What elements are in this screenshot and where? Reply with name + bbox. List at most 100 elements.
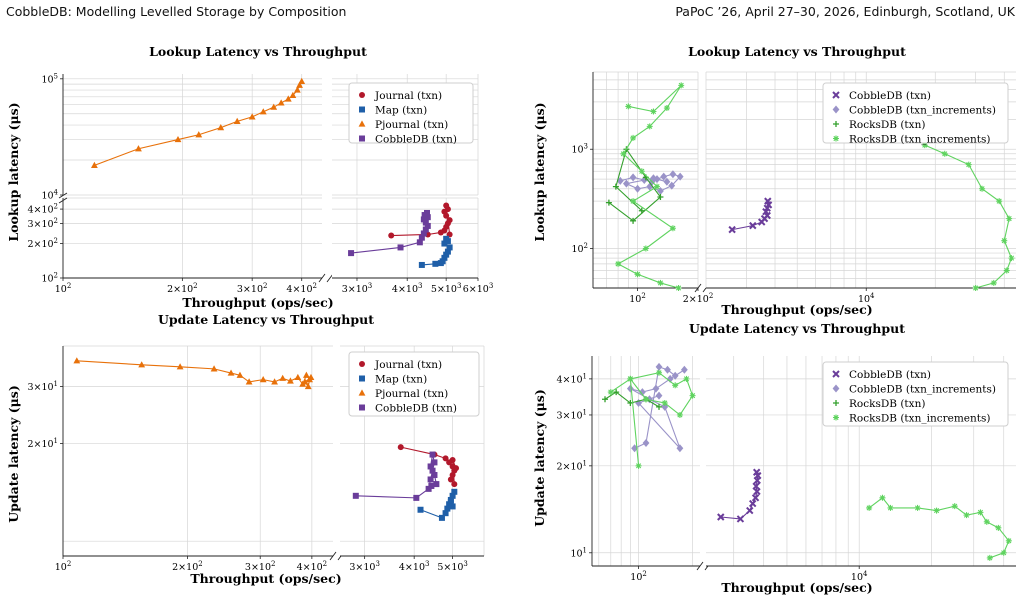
data-point	[634, 271, 641, 278]
legend-marker	[832, 105, 840, 114]
legend-label: CobbleDB (txn)	[375, 403, 457, 415]
legend-marker	[359, 404, 365, 411]
legend-marker	[833, 121, 839, 127]
data-point	[675, 285, 682, 291]
data-point	[642, 438, 650, 447]
data-point	[447, 499, 454, 506]
x-tick-label: 102	[55, 282, 72, 295]
data-point	[217, 124, 225, 131]
data-point	[642, 245, 649, 252]
data-point	[995, 524, 1002, 531]
x-tick-label: 4×103	[399, 560, 430, 573]
data-point	[666, 374, 674, 383]
plot-area	[332, 198, 478, 278]
data-point	[73, 357, 81, 364]
data-point	[615, 260, 622, 267]
data-point	[298, 77, 306, 84]
legend-label: Map (txn)	[375, 105, 427, 117]
y-axis-label: Update latency (μs)	[532, 389, 547, 526]
data-point	[287, 377, 294, 384]
y-tick-label: 3×101	[556, 408, 587, 421]
data-point	[646, 123, 653, 130]
legend-box	[822, 361, 1009, 427]
data-point	[236, 371, 244, 378]
data-point	[90, 161, 98, 168]
data-point	[650, 174, 657, 183]
y-tick-label: 105	[41, 72, 58, 85]
legend: Journal (txn) Map (txn) Pjournal (txn) Cobb…	[348, 82, 474, 146]
x-axis-label: Throughput (ops/sec)	[721, 302, 872, 317]
legend-label: Journal (txn)	[374, 359, 442, 371]
data-point	[887, 504, 894, 511]
data-point	[1005, 537, 1012, 544]
y-tick-label: 4×102	[27, 203, 58, 216]
data-point	[660, 172, 668, 181]
data-point	[1003, 267, 1010, 274]
legend-marker	[359, 361, 365, 367]
data-point	[447, 476, 454, 483]
chart-br: Update Latency vs Throughput Throughput (…	[532, 321, 1016, 595]
axes-panel: 3×103 4×103 5×103 6×103	[332, 197, 493, 295]
chart-title: Lookup Latency vs Throughput	[149, 44, 367, 59]
data-point	[657, 279, 664, 286]
chart-title: Update Latency vs Throughput	[158, 312, 374, 327]
data-point	[638, 388, 646, 397]
x-tick-label: 3×102	[245, 560, 276, 573]
legend-label: CobbleDB (txn_increments)	[849, 384, 996, 396]
plot-area	[63, 74, 322, 195]
header-right: PaPoC ’26, April 27–30, 2026, Edinburgh,…	[675, 4, 1015, 19]
data-point	[941, 150, 948, 157]
x-tick-label: 3×102	[237, 282, 268, 295]
chart-bl: Update Latency vs Throughput Throughput (…	[6, 312, 485, 586]
data-point	[176, 363, 184, 370]
series-cobbledb-txn-	[717, 468, 762, 523]
data-point	[668, 181, 676, 190]
chart-tl: Lookup Latency vs Throughput Throughput (…	[6, 44, 493, 310]
data-point	[983, 518, 990, 525]
y-tick-label: 102	[41, 272, 58, 285]
legend-marker	[832, 370, 840, 378]
x-tick-label: 4×102	[286, 282, 317, 295]
data-point	[439, 258, 446, 265]
data-point	[348, 250, 355, 257]
x-tick-label: 102	[630, 570, 647, 583]
data-point	[972, 285, 979, 291]
data-point	[764, 197, 772, 205]
x-tick-label: 2×102	[167, 282, 198, 295]
legend-label: RocksDB (txn_increments)	[849, 134, 990, 146]
data-point	[388, 232, 395, 239]
data-point	[627, 375, 634, 382]
data-point	[657, 194, 664, 201]
data-point	[420, 216, 427, 223]
data-point	[429, 467, 436, 474]
legend: CobbleDB (txn) CobbleDB (txn_increments) R…	[822, 82, 1009, 146]
data-point	[446, 244, 453, 251]
data-point	[613, 389, 620, 396]
data-point	[1000, 549, 1007, 556]
data-point	[630, 134, 637, 141]
data-point	[397, 244, 404, 251]
data-point	[428, 482, 435, 489]
data-point	[438, 514, 445, 521]
data-point	[652, 384, 660, 393]
series-cobbledb-txn-increments-	[626, 362, 688, 453]
legend-label: RocksDB (txn_increments)	[849, 413, 990, 425]
data-point	[431, 471, 438, 478]
axes-panel: 102 2×102 102 103	[571, 71, 713, 305]
data-point	[294, 373, 302, 381]
legend-label: CobbleDB (txn)	[849, 369, 931, 381]
x-tick-label: 5×103	[437, 560, 468, 573]
series-map-txn-	[418, 235, 453, 268]
legend-marker	[359, 135, 365, 142]
data-point	[301, 378, 309, 385]
data-point	[728, 225, 736, 234]
series-map-txn-	[417, 488, 458, 521]
axis-break-mark	[58, 192, 68, 204]
x-tick-label: 3×103	[349, 560, 380, 573]
data-point	[676, 444, 684, 453]
data-point	[683, 375, 690, 382]
legend-marker	[359, 92, 365, 98]
data-point	[304, 382, 312, 390]
data-point	[418, 261, 425, 268]
